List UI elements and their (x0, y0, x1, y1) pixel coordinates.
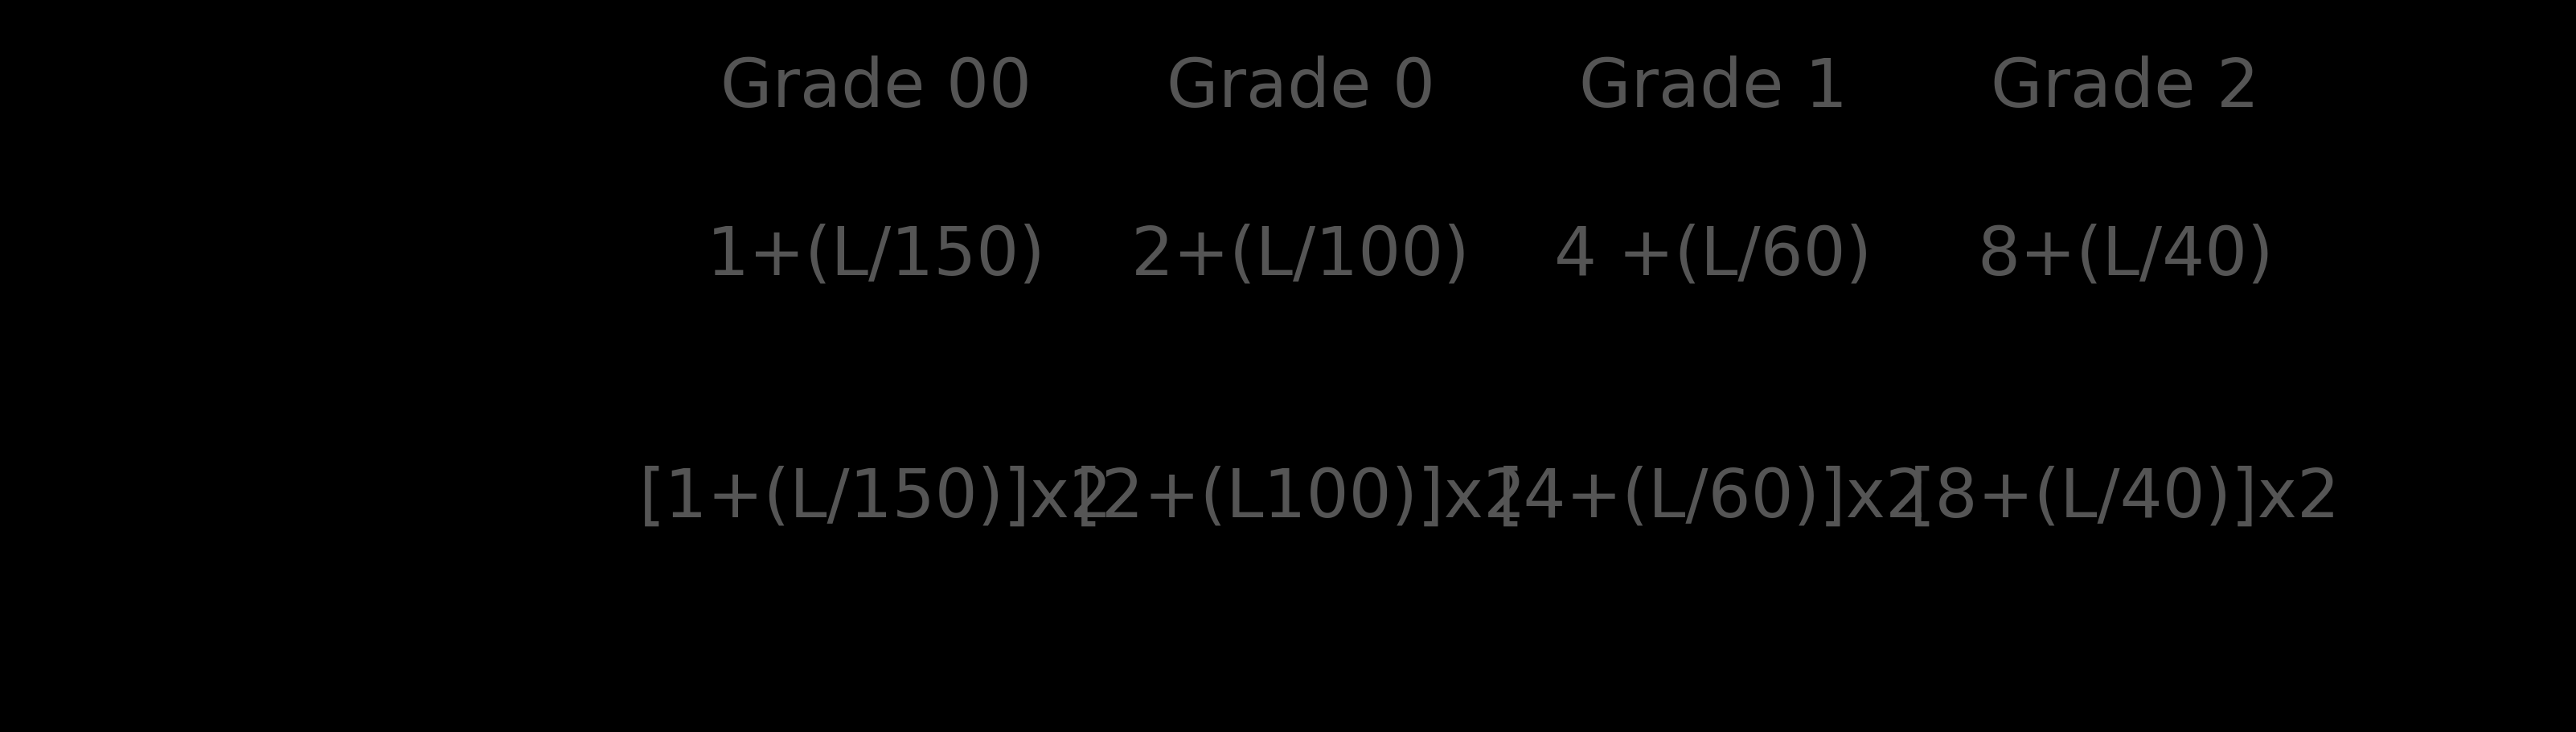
Text: [4+(L/60)]x2: [4+(L/60)]x2 (1497, 465, 1929, 531)
Text: Grade 0: Grade 0 (1167, 55, 1435, 121)
Text: Grade 1: Grade 1 (1579, 55, 1847, 121)
Text: Grade 2: Grade 2 (1991, 55, 2259, 121)
Text: 8+(L/40): 8+(L/40) (1976, 223, 2275, 289)
Text: [1+(L/150)]x2: [1+(L/150)]x2 (639, 465, 1113, 531)
Text: [2+(L100)]x2: [2+(L100)]x2 (1074, 465, 1528, 531)
Text: 4 +(L/60): 4 +(L/60) (1553, 223, 1873, 289)
Text: Grade 00: Grade 00 (721, 55, 1030, 121)
Text: 2+(L/100): 2+(L/100) (1131, 223, 1471, 289)
Text: 1+(L/150): 1+(L/150) (706, 223, 1046, 289)
Text: [8+(L/40)]x2: [8+(L/40)]x2 (1909, 465, 2342, 531)
